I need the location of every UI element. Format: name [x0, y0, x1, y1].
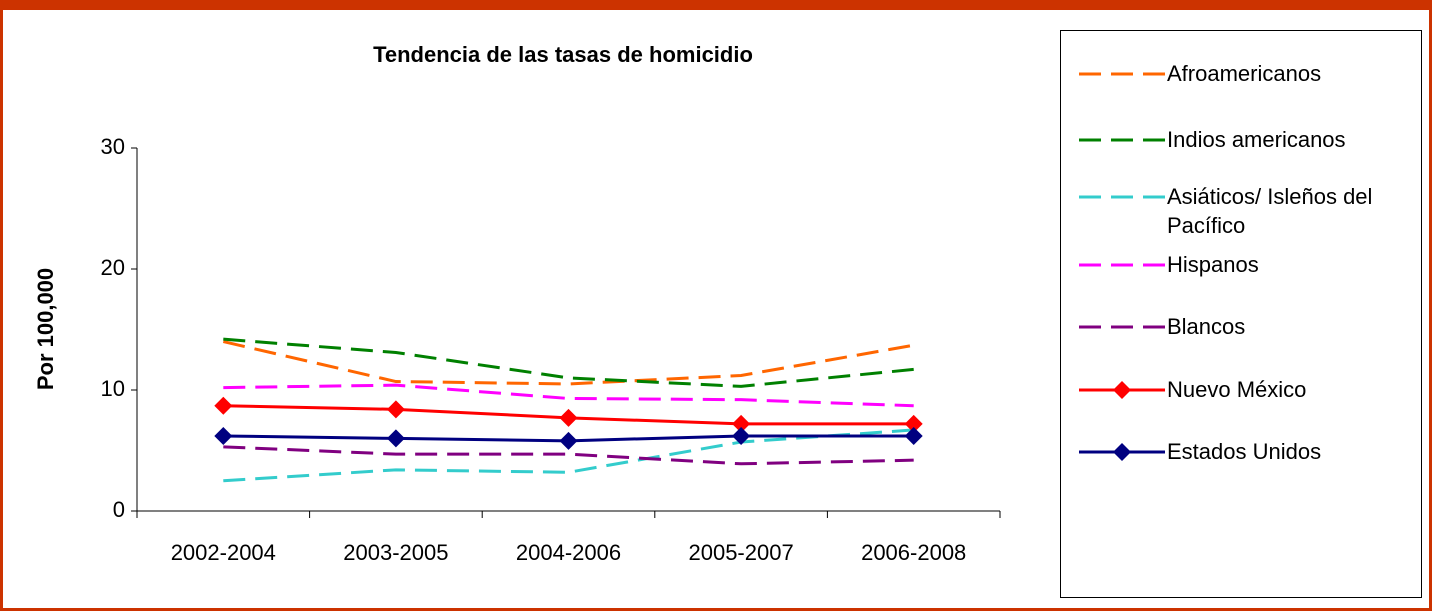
legend-entry: Indios americanos — [1061, 125, 1392, 154]
legend-marker — [1113, 443, 1131, 461]
x-tick-label: 2003-2005 — [343, 540, 448, 565]
x-tick-label: 2006-2008 — [861, 540, 966, 565]
chart-title: Tendencia de las tasas de homicidio — [373, 42, 753, 67]
legend-marker — [1113, 381, 1131, 399]
marker — [214, 396, 233, 415]
legend-swatch — [1079, 72, 1165, 76]
x-tick-label: 2005-2007 — [688, 540, 793, 565]
legend-label: Afroamericanos — [1167, 61, 1322, 86]
y-axis-title: Por 100,000 — [33, 268, 58, 390]
marker — [559, 408, 578, 427]
marker — [386, 429, 405, 448]
legend-entry: Hispanos — [1061, 250, 1392, 279]
legend-label: Estados Unidos — [1167, 439, 1322, 464]
chart: Tendencia de las tasas de homicidio Por … — [33, 42, 1001, 565]
legend-label: Indios americanos — [1167, 127, 1346, 152]
legend-entry: Nuevo México — [1061, 375, 1392, 404]
legend: Afroamericanos Indios americanos Asiáticos… — [1060, 30, 1422, 598]
marker — [904, 426, 923, 445]
legend-label: Asiáticos/ Isleños del Pacífico — [1167, 184, 1373, 238]
legend-entry: Asiáticos/ Isleños del Pacífico — [1061, 182, 1392, 240]
series-line — [223, 337, 914, 388]
x-tick-label: 2002-2004 — [171, 540, 276, 565]
y-tick-label: 20 — [101, 255, 125, 280]
y-tick-label: 10 — [101, 376, 125, 401]
marker — [904, 414, 923, 433]
legend-swatch — [1079, 263, 1165, 267]
legend-label: Nuevo México — [1167, 377, 1307, 402]
y-tick-label: 30 — [101, 134, 125, 159]
legend-entry: Blancos — [1061, 312, 1392, 341]
legend-entry: Afroamericanos — [1061, 59, 1392, 88]
x-tick-label: 2004-2006 — [516, 540, 621, 565]
legend-entry: Estados Unidos — [1061, 437, 1392, 466]
y-tick-label: 0 — [113, 497, 125, 522]
marker — [732, 426, 751, 445]
legend-swatch — [1079, 325, 1165, 329]
legend-label: Hispanos — [1167, 252, 1259, 277]
marker — [214, 426, 233, 445]
series-line — [223, 428, 914, 483]
legend-label: Blancos — [1167, 314, 1246, 339]
legend-swatch — [1079, 195, 1165, 199]
legend-swatch — [1079, 381, 1165, 399]
series-line — [223, 383, 914, 408]
legend-swatch — [1079, 138, 1165, 142]
marker — [386, 400, 405, 419]
marker — [559, 431, 578, 450]
series-line — [223, 445, 914, 466]
marker — [732, 414, 751, 433]
series-line — [222, 340, 914, 386]
legend-swatch — [1079, 443, 1165, 461]
